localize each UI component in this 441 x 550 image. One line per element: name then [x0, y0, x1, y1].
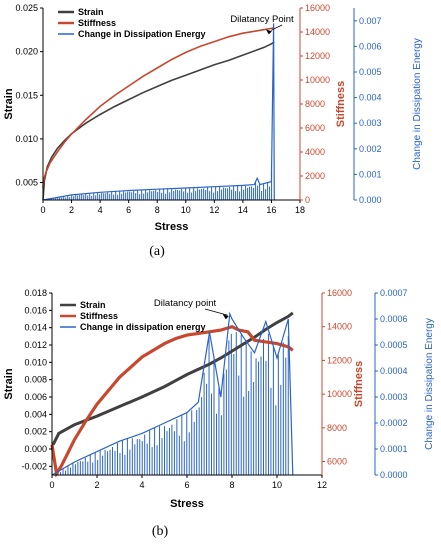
- y-tick-label: -0.002: [21, 461, 47, 471]
- y2-tick-label: 10000: [305, 75, 330, 85]
- dissipation-energy-bars: [43, 173, 273, 200]
- y-tick-label: 0.014: [24, 323, 47, 333]
- y-tick-label: 0.010: [15, 134, 38, 144]
- annotation-arrow: [204, 308, 228, 316]
- x-tick-label: 10: [181, 205, 191, 215]
- annotation-arrowhead: [222, 314, 229, 320]
- y2-tick-label: 14000: [305, 27, 330, 37]
- series-line-change-in-dissipation-energy: [42, 23, 275, 201]
- legend-label: Stiffness: [78, 18, 116, 28]
- y3-tick-label: 0.003: [359, 118, 382, 128]
- y2-tick-label: 0: [305, 195, 310, 205]
- legend-label: Change in Dissipation Energy: [78, 29, 206, 39]
- y2-axis-label: Stiffness: [335, 81, 347, 127]
- y3-axis-label: Change in Dissipation Energy: [424, 318, 435, 450]
- y2-tick-label: 16000: [305, 3, 330, 13]
- y3-tick-label: 0.000: [359, 195, 382, 205]
- y-tick-label: 0.012: [24, 340, 47, 350]
- y2-axis-label: Stiffness: [353, 361, 365, 407]
- x-tick-label: 10: [272, 480, 282, 490]
- panel-caption: (b): [152, 524, 169, 539]
- x-tick-label: 12: [317, 480, 327, 490]
- y3-tick-label: 0.005: [359, 67, 382, 77]
- y-tick-label: 0.015: [15, 90, 38, 100]
- series-line-strain: [51, 311, 294, 446]
- series-line-change-in-dissipation-energy: [51, 311, 294, 476]
- y3-tick-label: 0.0001: [380, 444, 408, 454]
- y-tick-label: 0.002: [24, 427, 47, 437]
- annotation-label: Dilatancy point: [154, 298, 217, 309]
- x-axis-label: Stress: [170, 498, 204, 510]
- y3-tick-label: 0.007: [359, 16, 382, 26]
- y2-tick-label: 2000: [305, 171, 325, 181]
- y-tick-label: 0.005: [15, 178, 38, 188]
- series-line-stiffness: [42, 27, 275, 189]
- y3-tick-label: 0.004: [359, 93, 382, 103]
- x-tick-label: 6: [184, 480, 189, 490]
- y-axis-label: Strain: [3, 88, 15, 119]
- y-tick-label: 0.020: [15, 47, 38, 57]
- y3-tick-label: 0.0003: [380, 392, 408, 402]
- y-tick-label: 0.008: [24, 375, 47, 385]
- chart-panel-b: 0 2 4 6 8 10 12 -0.002 0.000 0.002 0.004 0.006 0.008…: [3, 288, 435, 539]
- y3-tick-label: 0.001: [359, 169, 382, 179]
- y3-tick-label: 0.0005: [380, 340, 408, 350]
- y2-tick-label: 12000: [305, 51, 330, 61]
- x-tick-label: 16: [266, 205, 276, 215]
- x-axis-label: Stress: [155, 221, 189, 233]
- x-tick-label: 8: [155, 205, 160, 215]
- chart-panel-a: 0 2 4 6 8 10 12 14 16 18 0.005 0.010 0.015 0.020 0.025…: [3, 3, 423, 259]
- y-tick-label: 0.016: [24, 305, 47, 315]
- y3-tick-label: 0.0007: [380, 288, 408, 298]
- y3-tick-label: 0.002: [359, 144, 382, 154]
- y3-axis-label: Change in Dissipation Energy: [412, 38, 423, 170]
- y2-tick-label: 4000: [305, 147, 325, 157]
- y3-tick-label: 0.0000: [380, 470, 408, 480]
- y2-tick-label: 12000: [327, 355, 352, 365]
- series-line-strain: [42, 41, 275, 201]
- panel-caption: (a): [149, 244, 165, 259]
- legend-label: Strain: [80, 300, 106, 310]
- x-tick-label: 18: [295, 205, 305, 215]
- y2-tick-label: 14000: [327, 322, 352, 332]
- x-tick-label: 12: [209, 205, 219, 215]
- y-axis-label: Strain: [3, 368, 15, 399]
- annotation-arrow: [270, 24, 283, 31]
- y-tick-label: 0.004: [24, 409, 47, 419]
- y3-tick-label: 0.0002: [380, 418, 408, 428]
- x-tick-label: 4: [98, 205, 103, 215]
- y3-tick-label: 0.0004: [380, 366, 408, 376]
- y-tick-label: 0.010: [24, 357, 47, 367]
- dissipation-energy-bars: [52, 332, 289, 475]
- y2-tick-label: 16000: [327, 288, 352, 298]
- y2-tick-label: 6000: [327, 457, 347, 467]
- y-tick-label: 0.018: [24, 288, 47, 298]
- x-tick-label: 2: [69, 205, 74, 215]
- legend-label: Change in dissipation energy: [80, 322, 206, 332]
- y-tick-label: 0.025: [15, 3, 38, 13]
- y3-tick-label: 0.006: [359, 41, 382, 51]
- x-tick-label: 2: [94, 480, 99, 490]
- y2-tick-label: 8000: [305, 99, 325, 109]
- y2-tick-label: 8000: [327, 423, 347, 433]
- y2-tick-label: 6000: [305, 123, 325, 133]
- x-tick-label: 4: [139, 480, 144, 490]
- x-tick-label: 6: [126, 205, 131, 215]
- y-tick-label: 0.000: [24, 444, 47, 454]
- x-tick-label: 14: [238, 205, 248, 215]
- y2-tick-label: 10000: [327, 389, 352, 399]
- legend-label: Strain: [78, 7, 104, 17]
- x-tick-label: 0: [49, 480, 54, 490]
- y3-tick-label: 0.0006: [380, 314, 408, 324]
- legend-label: Stiffness: [80, 311, 118, 321]
- annotation-arrowhead: [265, 29, 272, 35]
- y-tick-label: 0.006: [24, 392, 47, 402]
- x-tick-label: 0: [40, 205, 45, 215]
- x-tick-label: 8: [229, 480, 234, 490]
- annotation-label: Dilatancy Point: [230, 14, 294, 25]
